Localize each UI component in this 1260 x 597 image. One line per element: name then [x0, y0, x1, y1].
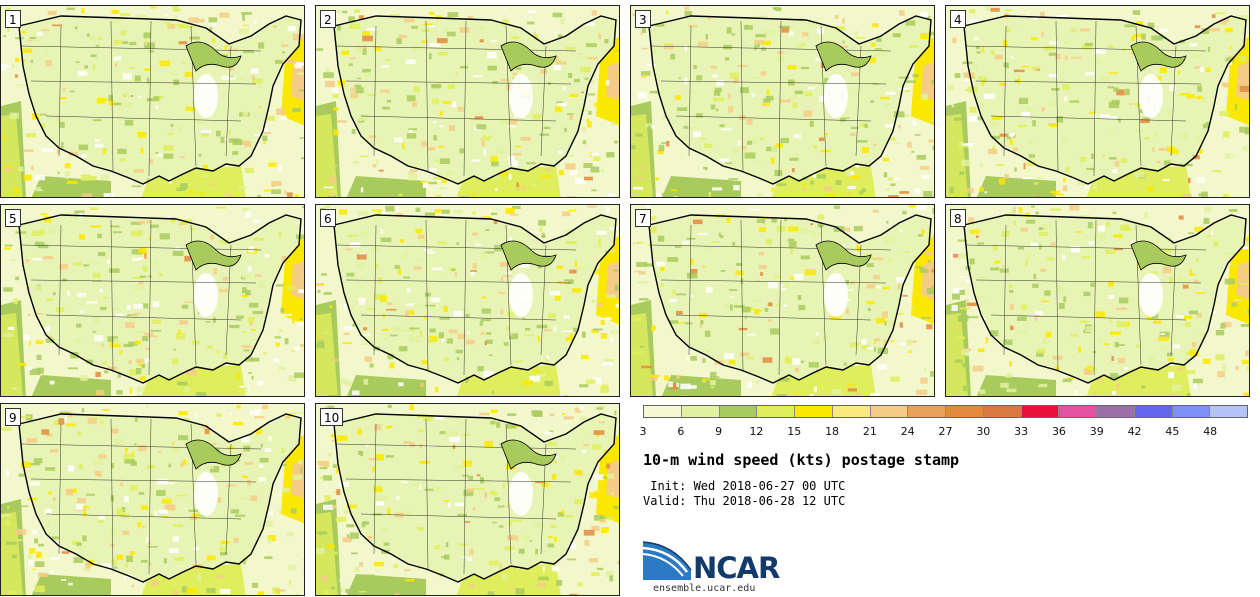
colorbar-tick-label: 15	[787, 425, 802, 438]
map-panel-5: 5	[0, 204, 305, 397]
ncar-logo-text: NCAR	[693, 551, 780, 585]
colorbar-swatch	[832, 406, 871, 417]
colorbar-ticks: 3 6 9 12 15 18 21 24 27 30 33 36 39 42 45 48	[639, 425, 1248, 439]
chart-title: 10-m wind speed (kts) postage stamp	[643, 451, 960, 469]
colorbar-tick-label: 45	[1165, 425, 1180, 438]
map-panel-3: 3	[630, 5, 935, 198]
panel-number: 8	[950, 209, 966, 227]
init-time: Init: Wed 2018-06-27 00 UTC	[643, 479, 846, 493]
colorbar-swatch	[1172, 406, 1211, 417]
panel-number: 4	[950, 10, 966, 28]
map-panel-9: 9	[0, 403, 305, 596]
panel-number: 1	[5, 10, 21, 28]
map-panel-7: 7	[630, 204, 935, 397]
colorbar-tick-label: 12	[749, 425, 764, 438]
panel-number: 3	[635, 10, 651, 28]
colorbar-tick-label: 39	[1089, 425, 1104, 438]
colorbar-swatch	[870, 406, 909, 417]
colorbar-tick-label: 9	[715, 425, 723, 438]
colorbar-tick-label: 42	[1127, 425, 1142, 438]
colorbar-swatch	[1059, 406, 1097, 417]
panel-number: 9	[5, 408, 21, 426]
colorbar-tick-label: 33	[1014, 425, 1029, 438]
ncar-logo-icon	[643, 541, 692, 580]
colorbar-tick-label: 6	[677, 425, 685, 438]
map-panel-4: 4	[945, 5, 1250, 198]
panel-number: 2	[320, 10, 336, 28]
colorbar-tick-label: 21	[862, 425, 877, 438]
valid-time: Valid: Thu 2018-06-28 12 UTC	[643, 494, 846, 508]
colorbar-swatch	[1097, 406, 1135, 417]
map-panel-6: 6	[315, 204, 620, 397]
colorbar-tick-label: 30	[976, 425, 991, 438]
colorbar-swatch	[1134, 406, 1173, 417]
map-panel-8: 8	[945, 204, 1250, 397]
colorbar-swatch	[1210, 406, 1247, 417]
colorbar-swatch	[983, 406, 1022, 417]
map-panel-2: 2	[315, 5, 620, 198]
colorbar-swatch	[795, 406, 833, 417]
colorbar-tick-label: 48	[1203, 425, 1218, 438]
colorbar-tick-label: 18	[825, 425, 840, 438]
colorbar-swatch	[908, 406, 946, 417]
colorbar	[643, 405, 1248, 418]
colorbar-tick-label: 24	[900, 425, 915, 438]
panel-number: 6	[320, 209, 336, 227]
map-panel-10: 10	[315, 403, 620, 596]
panel-number: 10	[320, 408, 344, 426]
colorbar-swatch	[757, 406, 795, 417]
colorbar-swatch	[681, 406, 720, 417]
colorbar-tick-label: 3	[639, 425, 647, 438]
colorbar-tick-label: 27	[938, 425, 953, 438]
colorbar-swatch	[719, 406, 758, 417]
colorbar-swatch	[644, 406, 682, 417]
panel-number: 7	[635, 209, 651, 227]
colorbar-swatch	[1021, 406, 1060, 417]
colorbar-tick-label: 36	[1051, 425, 1066, 438]
colorbar-swatch	[946, 406, 984, 417]
site-url[interactable]: ensemble.ucar.edu	[653, 583, 756, 594]
panel-number: 5	[5, 209, 21, 227]
map-panel-1: 1	[0, 5, 305, 198]
